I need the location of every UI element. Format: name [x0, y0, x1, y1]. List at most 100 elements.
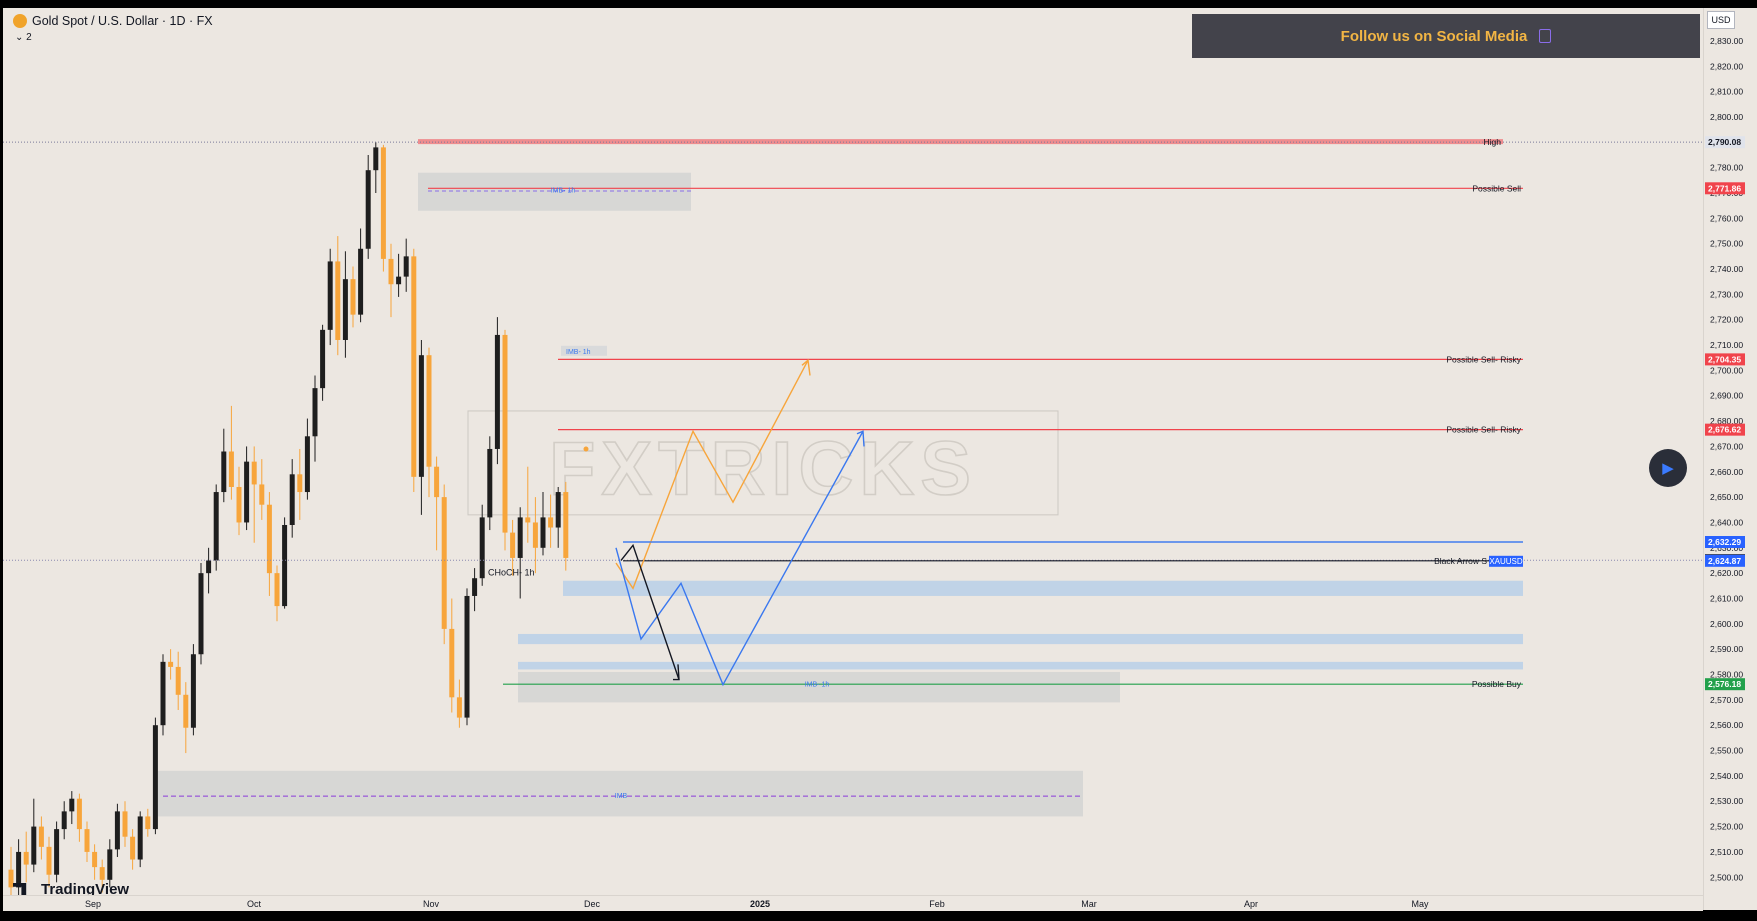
price-tag-bg: [1705, 423, 1745, 436]
price-tick: 2,660.00: [1710, 467, 1743, 477]
candle-body: [335, 261, 341, 340]
price-tick: 2,820.00: [1710, 61, 1743, 71]
price-tag: 2,790.08: [1708, 137, 1741, 147]
candle-body: [396, 276, 402, 285]
price-tick: 2,550.00: [1710, 746, 1743, 756]
candle-body: [464, 595, 470, 718]
orange-projection: [615, 359, 809, 590]
candle-body: [266, 504, 272, 574]
play-button[interactable]: ▶: [1649, 449, 1687, 487]
price-tick: 2,570.00: [1710, 695, 1743, 705]
candle-body: [198, 573, 204, 655]
watermark-text: FXTRICKS: [549, 427, 977, 512]
price-tick: 2,670.00: [1710, 441, 1743, 451]
price-tick: 2,780.00: [1710, 163, 1743, 173]
price-tag-bg: [1705, 136, 1745, 149]
candle-body: [38, 826, 44, 847]
social-media-banner[interactable]: Follow us on Social Media: [1192, 14, 1700, 58]
time-tick: Apr: [1244, 899, 1258, 909]
level-label: High: [1484, 137, 1502, 147]
price-tag-bg: [1705, 182, 1745, 195]
candle-body: [525, 517, 531, 523]
imb-label-bg: [561, 345, 607, 356]
indicator-legend[interactable]: ⌄ 2: [15, 32, 32, 43]
blue-zone-1: [563, 580, 1523, 596]
candle-body: [555, 492, 561, 528]
candle-body: [61, 811, 67, 830]
candle-body: [69, 798, 75, 812]
candle-body: [122, 811, 128, 837]
candle-body: [548, 517, 554, 528]
candle-body: [411, 256, 417, 477]
candle-body: [350, 279, 356, 315]
candle-body: [160, 661, 166, 726]
imb-zone-upper: [418, 172, 691, 211]
blue-arrowhead: [856, 430, 865, 447]
candle-body: [388, 258, 394, 285]
candle-body: [418, 355, 424, 477]
candle-body: [206, 560, 212, 574]
price-axis-svg[interactable]: 2,500.00 2,510.00 2,520.00 2,530.00 2,540.00…: [1704, 8, 1757, 910]
candle-body: [76, 798, 82, 830]
price-tag: 2,576.18: [1708, 679, 1741, 689]
candle-body: [213, 492, 219, 561]
price-tick: 2,700.00: [1710, 365, 1743, 375]
candle-body: [403, 256, 409, 277]
price-chart[interactable]: FXTRICKS High Possible Sell Possible Sell- …: [3, 8, 1703, 895]
time-axis-svg[interactable]: Sep Oct Nov Dec 2025 Feb Mar Apr May: [3, 896, 1703, 911]
price-tick: 2,690.00: [1710, 391, 1743, 401]
swing-dot: [583, 446, 589, 452]
symbol-tag-bg: [1489, 555, 1523, 567]
price-tick: 2,600.00: [1710, 619, 1743, 629]
tradingview-logo[interactable]: TradingView: [13, 881, 129, 898]
candle-body: [472, 578, 478, 596]
social-icon: [1539, 29, 1552, 43]
price-axis[interactable]: 2,500.00 2,510.00 2,520.00 2,530.00 2,540.00…: [1703, 8, 1757, 910]
price-tick: 2,510.00: [1710, 847, 1743, 857]
price-tag-bg: [1705, 554, 1745, 567]
level-label: Black Arrow S: [1434, 556, 1487, 566]
candle-body: [327, 261, 333, 330]
time-tick: 2025: [750, 899, 770, 909]
candle-body: [373, 147, 379, 171]
price-tick: 2,650.00: [1710, 492, 1743, 502]
symbol-tag: XAUUSD: [1489, 557, 1523, 566]
level-label: Possible Sell- Risky: [1446, 354, 1521, 364]
price-tag-bg: [1705, 678, 1745, 691]
price-tick: 2,730.00: [1710, 289, 1743, 299]
candle-body: [92, 851, 98, 868]
time-axis[interactable]: Sep Oct Nov Dec 2025 Feb Mar Apr May: [3, 895, 1703, 911]
price-tick: 2,710.00: [1710, 340, 1743, 350]
candle-body: [251, 461, 257, 485]
candle-body: [532, 522, 538, 548]
time-tick: Nov: [423, 899, 440, 909]
candle-body: [244, 461, 250, 523]
time-tick: Oct: [247, 899, 262, 909]
price-tick: 2,560.00: [1710, 720, 1743, 730]
watermark-frame: [467, 410, 1059, 516]
black-projection: [620, 543, 680, 680]
blue-zone-2: [518, 633, 1523, 645]
price-tick: 2,760.00: [1710, 213, 1743, 223]
time-tick: Dec: [584, 899, 601, 909]
price-tick: 2,620.00: [1710, 568, 1743, 578]
price-tag: 2,632.29: [1708, 537, 1741, 547]
symbol-header[interactable]: Gold Spot / U.S. Dollar · 1D · FX: [13, 14, 213, 28]
level-label: Possible Sell: [1472, 183, 1521, 193]
candle-body: [145, 816, 151, 830]
price-tag-bg: [1705, 535, 1745, 548]
price-tag: 2,624.87: [1708, 556, 1741, 566]
chart-area[interactable]: FXTRICKS High Possible Sell Possible Sell- …: [3, 8, 1703, 910]
price-tick: 2,750.00: [1710, 239, 1743, 249]
price-tag: 2,704.35: [1708, 354, 1741, 364]
time-tick: Feb: [929, 899, 945, 909]
currency-selector[interactable]: USD: [1707, 11, 1735, 29]
play-icon: ▶: [1662, 460, 1674, 477]
candle-body: [479, 517, 485, 579]
orange-arrowhead: [801, 358, 811, 376]
price-tick: 2,590.00: [1710, 644, 1743, 654]
price-tick: 2,540.00: [1710, 771, 1743, 781]
black-arrowhead: [673, 664, 680, 681]
imb-label-4: IMB: [615, 793, 628, 800]
